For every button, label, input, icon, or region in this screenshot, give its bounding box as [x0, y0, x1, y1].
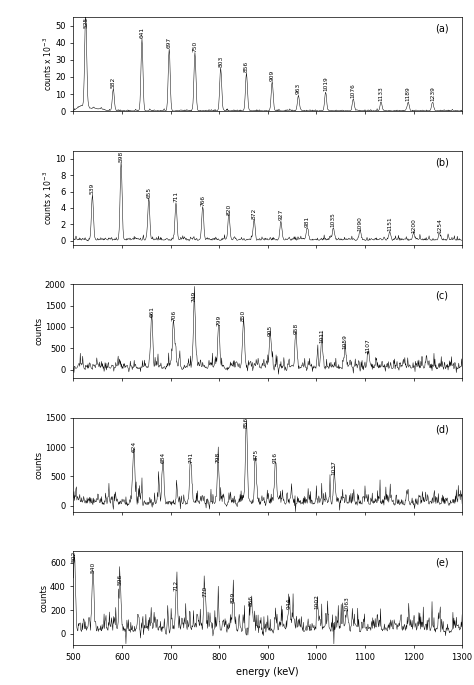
Text: 525: 525: [83, 17, 88, 28]
Text: 750: 750: [192, 40, 198, 51]
Text: 540: 540: [91, 562, 95, 573]
Text: 856: 856: [244, 417, 249, 428]
Text: 944: 944: [287, 597, 292, 608]
Text: (b): (b): [435, 158, 448, 167]
Text: 866: 866: [249, 595, 254, 606]
Text: 596: 596: [118, 574, 123, 585]
Text: 1239: 1239: [430, 86, 435, 101]
Text: (a): (a): [435, 24, 448, 34]
Text: 655: 655: [146, 187, 151, 198]
X-axis label: energy (keV): energy (keV): [237, 667, 299, 677]
Y-axis label: counts: counts: [35, 451, 44, 479]
Text: 706: 706: [171, 310, 176, 321]
Text: 1107: 1107: [366, 338, 371, 353]
Text: 1189: 1189: [406, 86, 410, 101]
Y-axis label: counts x 10$^{-3}$: counts x 10$^{-3}$: [41, 37, 54, 91]
Text: (e): (e): [435, 558, 448, 568]
Text: 1019: 1019: [323, 76, 328, 91]
Text: 1151: 1151: [387, 216, 392, 231]
Text: 1063: 1063: [345, 596, 349, 611]
Text: 981: 981: [305, 216, 310, 227]
Text: 770: 770: [202, 586, 207, 597]
Text: 803: 803: [218, 55, 223, 67]
Text: 963: 963: [296, 84, 301, 95]
Text: 1035: 1035: [331, 212, 336, 227]
Text: 749: 749: [192, 290, 197, 302]
Text: 502: 502: [72, 550, 77, 562]
Text: 1200: 1200: [411, 218, 416, 233]
Text: 820: 820: [227, 203, 231, 214]
Text: 1059: 1059: [343, 334, 347, 349]
Text: 1076: 1076: [351, 83, 356, 98]
Text: 766: 766: [200, 195, 205, 206]
Text: 582: 582: [111, 76, 116, 88]
Text: 624: 624: [131, 440, 136, 451]
Text: 1133: 1133: [379, 86, 383, 101]
Text: 927: 927: [278, 209, 283, 221]
Y-axis label: counts: counts: [39, 584, 48, 612]
Text: (c): (c): [436, 290, 448, 301]
Text: 1002: 1002: [315, 594, 320, 608]
Text: 1037: 1037: [332, 460, 337, 475]
Text: 872: 872: [252, 208, 257, 219]
Text: 711: 711: [173, 191, 179, 202]
Text: 641: 641: [139, 27, 145, 38]
Text: 741: 741: [188, 452, 193, 463]
Text: 798: 798: [216, 452, 221, 463]
Text: 598: 598: [118, 150, 124, 162]
Y-axis label: counts: counts: [35, 317, 44, 345]
Text: 850: 850: [241, 310, 246, 321]
Text: 684: 684: [160, 452, 165, 463]
Text: 905: 905: [268, 325, 273, 336]
Text: 1254: 1254: [438, 218, 442, 233]
Text: (d): (d): [435, 424, 448, 434]
Text: 856: 856: [244, 61, 249, 72]
Text: 712: 712: [174, 580, 179, 591]
Text: 1011: 1011: [319, 328, 324, 342]
Text: 539: 539: [90, 183, 95, 195]
Text: 909: 909: [270, 69, 274, 81]
Text: 916: 916: [273, 452, 278, 463]
Text: 875: 875: [253, 449, 258, 460]
Text: 661: 661: [149, 306, 154, 317]
Y-axis label: counts x 10$^{-3}$: counts x 10$^{-3}$: [42, 171, 54, 225]
Text: 829: 829: [231, 591, 236, 603]
Text: 958: 958: [293, 323, 299, 334]
Text: 1090: 1090: [357, 216, 363, 231]
Text: 697: 697: [167, 37, 172, 48]
Text: 799: 799: [216, 314, 221, 325]
